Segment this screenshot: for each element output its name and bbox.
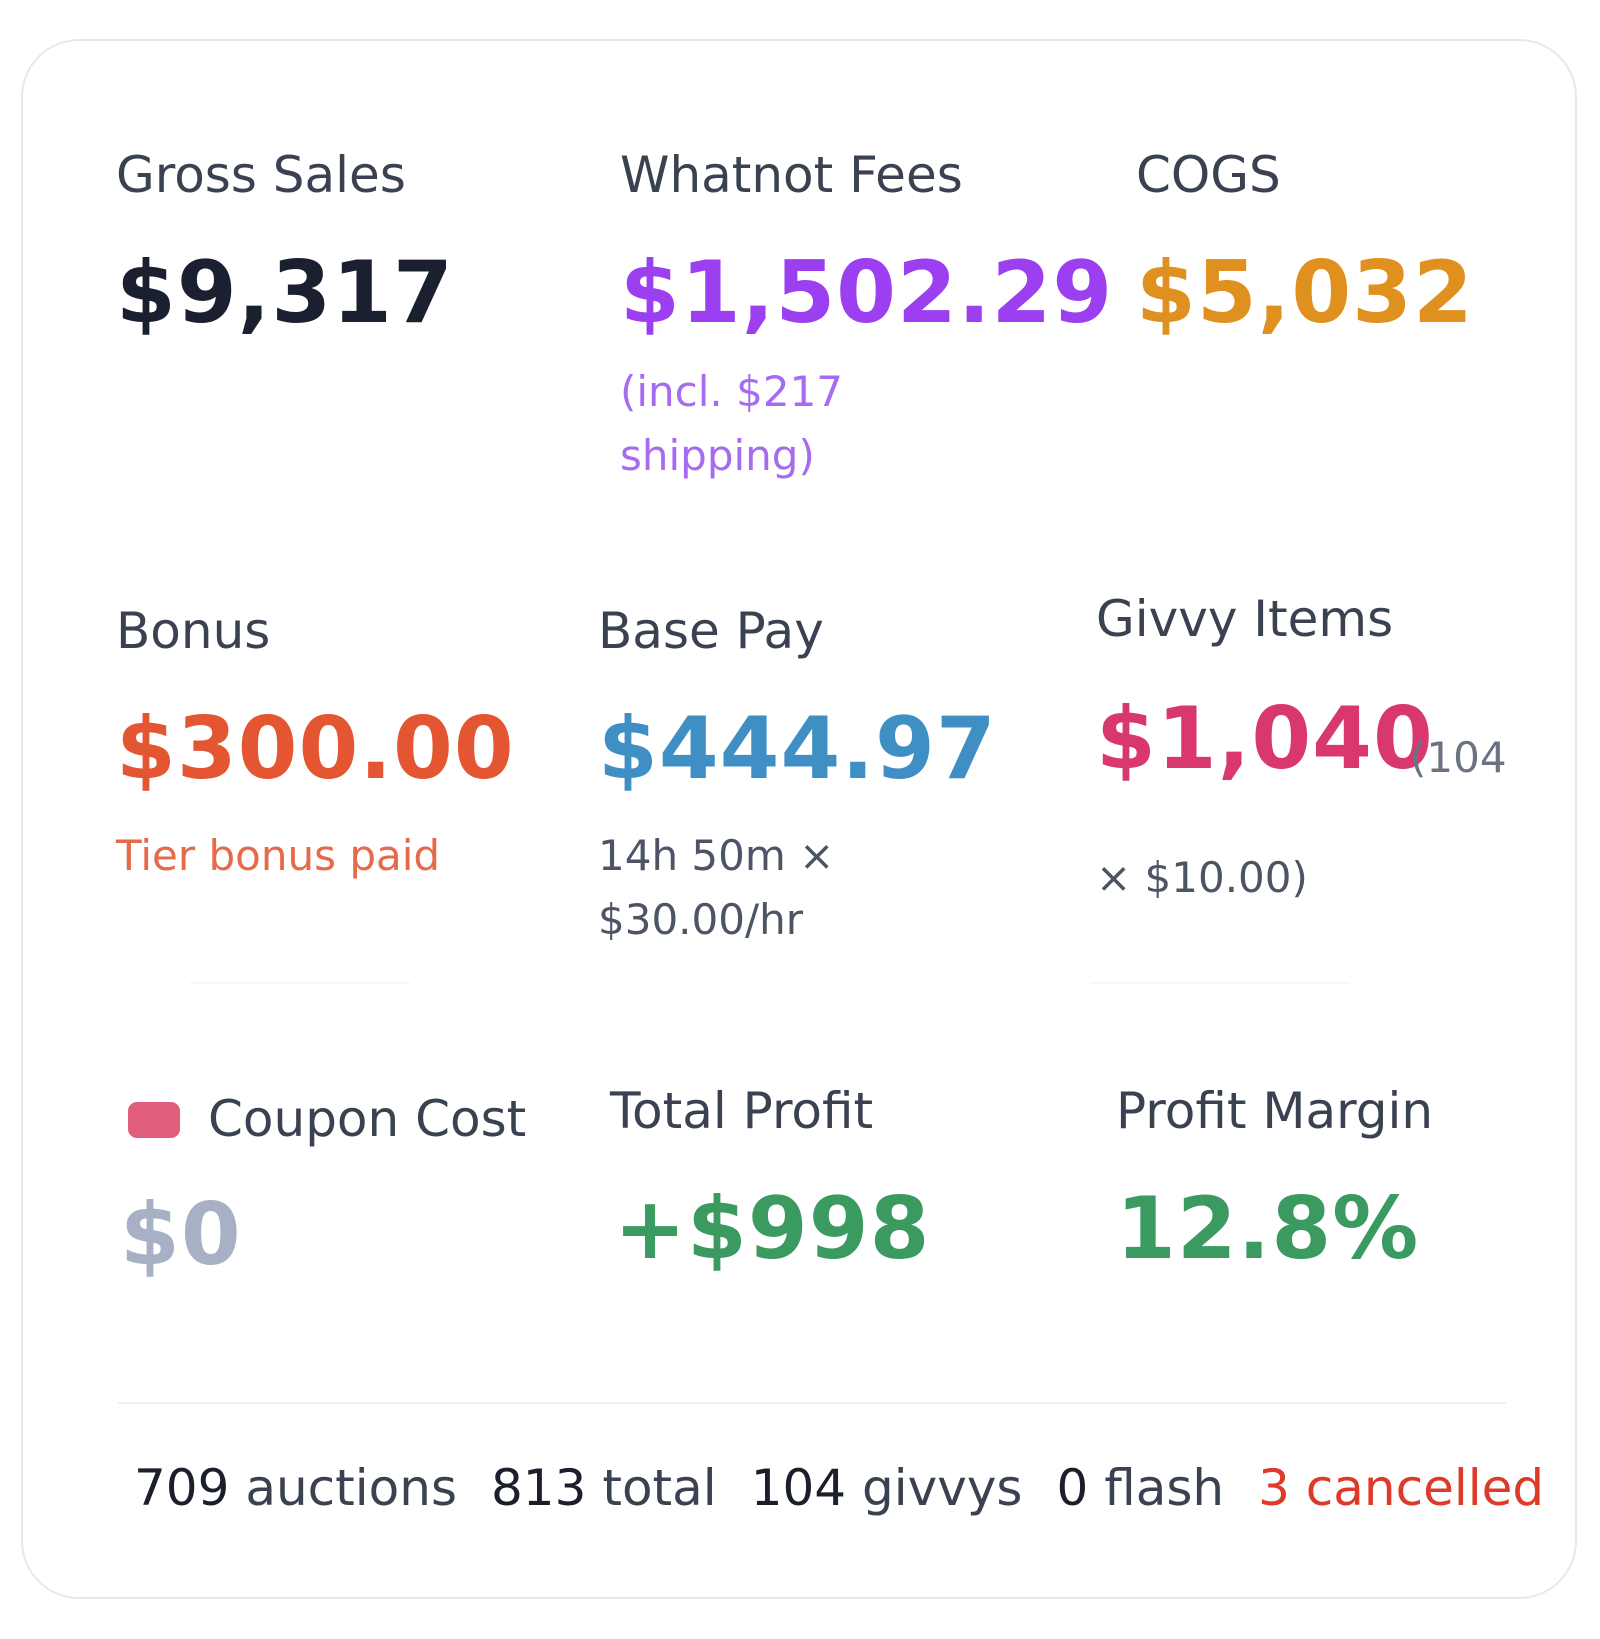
- bonus-value: $300.00: [116, 699, 515, 799]
- givvy-items-label: Givvy Items: [1096, 590, 1394, 648]
- givvy-items-note-inline: (104: [1410, 733, 1507, 782]
- total-stat: 813 total: [491, 1459, 717, 1517]
- coupon-swatch-icon: [128, 1102, 180, 1138]
- cogs-label: COGS: [1136, 146, 1281, 204]
- summary-card: [21, 39, 1577, 1599]
- flash-stat: 0 flash: [1056, 1459, 1225, 1517]
- givvy-items-value: $1,040: [1096, 689, 1434, 789]
- cogs-value: $5,032: [1136, 243, 1474, 343]
- gross-sales-label: Gross Sales: [116, 146, 406, 204]
- divider: [1090, 982, 1350, 984]
- coupon-cost-label: Coupon Cost: [208, 1090, 527, 1148]
- footer-divider: [118, 1402, 1506, 1404]
- base-pay-label: Base Pay: [598, 602, 824, 660]
- cancelled-stat: 3 cancelled: [1258, 1459, 1545, 1517]
- profit-margin-label: Profit Margin: [1116, 1082, 1434, 1140]
- auctions-stat: 709 auctions: [134, 1459, 457, 1517]
- whatnot-fees-note-line2: shipping): [620, 431, 815, 480]
- gross-sales-value: $9,317: [116, 243, 454, 343]
- givvy-items-note-line2: × $10.00): [1096, 853, 1308, 902]
- divider: [190, 982, 410, 984]
- footer-stats: 709 auctions 813 total 104 givvys 0 flash 3 …: [134, 1463, 1544, 1513]
- bonus-label: Bonus: [116, 602, 271, 660]
- whatnot-fees-note-line1: (incl. $217: [620, 367, 844, 416]
- givvys-stat: 104 givvys: [750, 1459, 1023, 1517]
- base-pay-value: $444.97: [598, 699, 997, 799]
- profit-margin-value: 12.8%: [1116, 1179, 1420, 1279]
- whatnot-fees-value: $1,502.29: [620, 243, 1114, 343]
- bonus-note: Tier bonus paid: [116, 831, 441, 880]
- whatnot-fees-label: Whatnot Fees: [620, 146, 963, 204]
- total-profit-value: +$998: [614, 1179, 931, 1279]
- base-pay-note-line1: 14h 50m ×: [598, 831, 835, 880]
- base-pay-note-line2: $30.00/hr: [598, 895, 803, 944]
- coupon-cost-value: $0: [120, 1185, 242, 1285]
- total-profit-label: Total Profit: [610, 1082, 874, 1140]
